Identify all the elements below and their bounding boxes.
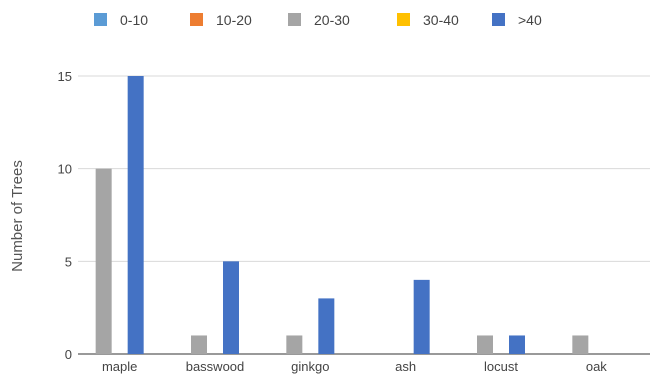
legend-swatch (94, 13, 107, 26)
y-axis-ticks: 0 5 10 15 (58, 69, 72, 362)
legend-label: 20-30 (314, 12, 350, 28)
bar-ginkgo-20-30 (286, 335, 303, 354)
x-tick-label: ginkgo (291, 359, 329, 374)
bar-maple-20-30 (95, 168, 112, 354)
bar-basswood-20-30 (191, 335, 207, 354)
x-axis-ticks: maple basswood ginkgo ash locust oak (102, 359, 607, 374)
y-axis-title: Number of Trees (9, 160, 26, 272)
y-tick-label: 0 (65, 347, 72, 362)
bar-basswood->40 (223, 261, 239, 354)
bars (95, 76, 589, 354)
y-tick-label: 5 (65, 254, 72, 269)
bar-oak-20-30 (572, 335, 589, 354)
x-tick-label: locust (484, 359, 518, 374)
bar-ash->40 (413, 279, 430, 354)
legend: 0-10 10-20 20-30 30-40 >40 (94, 12, 542, 28)
x-tick-label: maple (102, 359, 137, 374)
bar-locust->40 (509, 335, 525, 354)
bar-ginkgo->40 (318, 298, 335, 354)
legend-label: 10-20 (216, 12, 252, 28)
legend-swatch (492, 13, 505, 26)
legend-swatch (190, 13, 203, 26)
x-tick-label: ash (395, 359, 416, 374)
legend-label: >40 (518, 12, 542, 28)
legend-swatch (288, 13, 301, 26)
bar-maple->40 (127, 76, 144, 354)
gridlines (78, 75, 650, 355)
y-tick-label: 15 (58, 69, 72, 84)
legend-label: 30-40 (423, 12, 459, 28)
x-tick-label: basswood (186, 359, 245, 374)
legend-swatch (397, 13, 410, 26)
legend-label: 0-10 (120, 12, 148, 28)
bar-locust-20-30 (477, 335, 493, 354)
y-tick-label: 10 (58, 162, 72, 177)
x-tick-label: oak (586, 359, 607, 374)
